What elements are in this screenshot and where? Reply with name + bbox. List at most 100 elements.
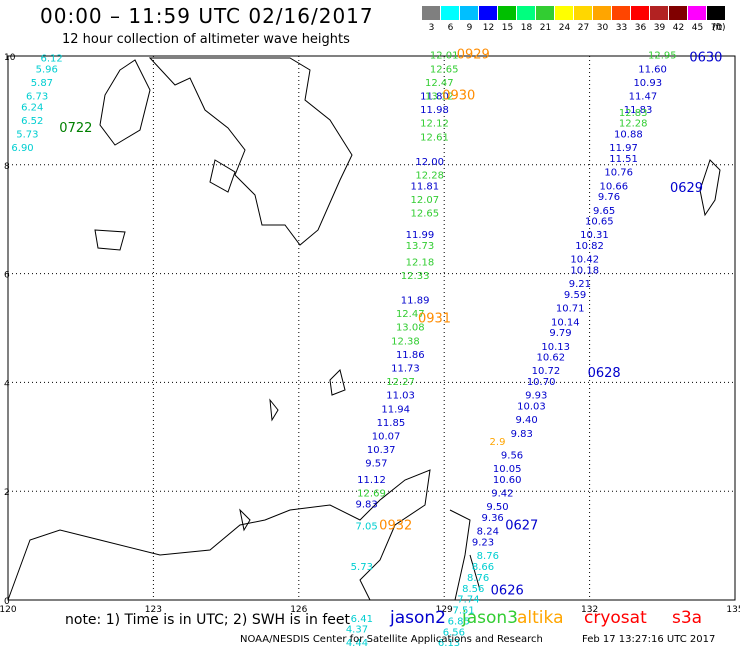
wave-height-value: 9.59: [564, 290, 586, 301]
pass-time-label: 0931: [418, 312, 451, 327]
wave-height-value: 9.50: [486, 502, 508, 513]
wave-height-value: 12.47: [425, 78, 454, 89]
wave-height-value: 10.42: [570, 255, 599, 266]
wave-height-value: 9.21: [569, 279, 591, 290]
wave-height-value: 11.94: [381, 404, 410, 415]
wave-height-value: 6.56: [443, 627, 465, 638]
color-scale-unit: (ft): [712, 23, 726, 33]
wave-height-value: 9.79: [549, 328, 571, 339]
footer-timestamp: Feb 17 13:27:16 UTC 2017: [582, 634, 716, 645]
island-coast: [329, 369, 346, 396]
x-tick-label: 120: [0, 605, 17, 615]
x-tick-label: 135: [726, 605, 740, 615]
scale-swatch: [707, 6, 726, 20]
scale-label: 21: [539, 23, 552, 33]
wave-height-value: 6.41: [351, 614, 373, 625]
palau-coast: [699, 159, 721, 217]
wave-height-value: 11.86: [396, 350, 425, 361]
wave-height-value: 12.00: [415, 157, 444, 168]
y-tick-label: 6: [4, 271, 10, 281]
axis-ticks: 120 123 126 129 132 135 0 2 4 6 8 10: [0, 53, 740, 615]
sulawesi-coast: [7, 469, 431, 601]
y-tick-label: 4: [4, 379, 10, 389]
scale-swatch: [479, 6, 498, 20]
wave-height-value: 11.98: [420, 105, 449, 116]
wave-height-value: 6.12: [40, 53, 62, 64]
wave-height-value: 12.12: [420, 119, 449, 130]
pass-time-label: 0930: [442, 89, 475, 104]
scale-swatch: [498, 6, 517, 20]
wave-height-value: 11.03: [386, 391, 415, 402]
wave-height-value: 10.60: [493, 475, 522, 486]
wave-height-value: 10.82: [575, 241, 604, 252]
island-coast: [269, 398, 279, 422]
wave-height-value: 8.76: [477, 551, 499, 562]
legend-item-jason2: jason2: [390, 608, 446, 628]
wave-height-value: 10.65: [585, 217, 614, 228]
wave-height-value: 11.85: [377, 418, 406, 429]
scale-swatch: [422, 6, 441, 20]
wave-height-value: 12.95: [648, 51, 677, 62]
wave-height-value: 12.18: [406, 257, 435, 268]
wave-height-value: 12.28: [415, 170, 444, 181]
wave-height-value: 13.08: [396, 323, 425, 334]
wave-height-value: 11.89: [401, 296, 430, 307]
scale-label: 18: [520, 23, 533, 33]
wave-height-value: 10.37: [367, 445, 396, 456]
wave-height-value: 7.74: [457, 595, 479, 606]
wave-height-value: 9.57: [365, 459, 387, 470]
wave-height-value: 13.12: [425, 92, 454, 103]
wave-height-value: 11.12: [357, 475, 386, 486]
wave-height-value: 11.51: [609, 154, 638, 165]
wave-height-value: 9.23: [472, 538, 494, 549]
wave-height-value: 10.62: [537, 353, 566, 364]
pass-time-label: 0627: [505, 518, 538, 533]
x-tick-label: 126: [290, 605, 307, 615]
scale-label: 15: [501, 23, 514, 33]
wave-height-value: 10.14: [551, 317, 580, 328]
pass-time-label: 0722: [59, 121, 92, 136]
wave-height-value: 10.71: [556, 304, 585, 315]
scale-label: 39: [653, 23, 666, 33]
wave-height-value: 10.76: [604, 168, 633, 179]
scale-label: 33: [615, 23, 628, 33]
legend-item-altika: altika: [517, 608, 564, 628]
wave-height-value: 12.07: [410, 195, 439, 206]
island-coast: [209, 159, 236, 193]
wave-height-value: 5.87: [31, 78, 53, 89]
pass-time-label: 0630: [689, 50, 722, 65]
x-tick-label: 132: [581, 605, 598, 615]
wave-height-value: 6.85: [448, 616, 470, 627]
wave-height-value: 5.73: [351, 562, 373, 573]
wave-height-value: 9.83: [511, 429, 533, 440]
color-scale: [422, 6, 726, 20]
pass-time-label: 0929: [457, 48, 490, 63]
island-coast: [99, 59, 151, 146]
wave-height-value: 10.31: [580, 230, 609, 241]
legend-item-s3a: s3a: [672, 608, 703, 628]
wave-height-value: 12.61: [420, 132, 449, 143]
pass-time-label: 0626: [491, 584, 524, 599]
wave-height-value: 10.70: [527, 377, 556, 388]
wave-height-value: 11.47: [629, 92, 658, 103]
scale-label: 70: [710, 23, 723, 33]
wave-height-value: 12.65: [430, 64, 459, 75]
scale-label: 3: [428, 23, 435, 33]
wave-height-value: 12.65: [410, 208, 439, 219]
scale-swatch: [688, 6, 707, 20]
wave-height-value: 10.88: [614, 130, 643, 141]
pass-time-labels: 0630 0629 0628 0627 0626 0929 0930 0931 0932 0722: [59, 48, 722, 599]
wave-height-value: 9.56: [501, 451, 523, 462]
wave-height-value: 6.13: [438, 638, 460, 649]
wave-height-value: 11.73: [391, 364, 420, 375]
scale-swatch: [650, 6, 669, 20]
wave-height-value: 10.93: [633, 78, 662, 89]
wave-height-value: 9.36: [482, 513, 504, 524]
wave-height-value: 12.01: [430, 51, 459, 62]
scale-label: 45: [691, 23, 704, 33]
coastline: [7, 57, 721, 601]
scale-swatch: [612, 6, 631, 20]
color-scale-labels: 3 6 9 12 15 18 21 24 27 30 33 36 39 42 45 70: [422, 23, 726, 33]
wave-height-value: 10.18: [570, 266, 599, 277]
